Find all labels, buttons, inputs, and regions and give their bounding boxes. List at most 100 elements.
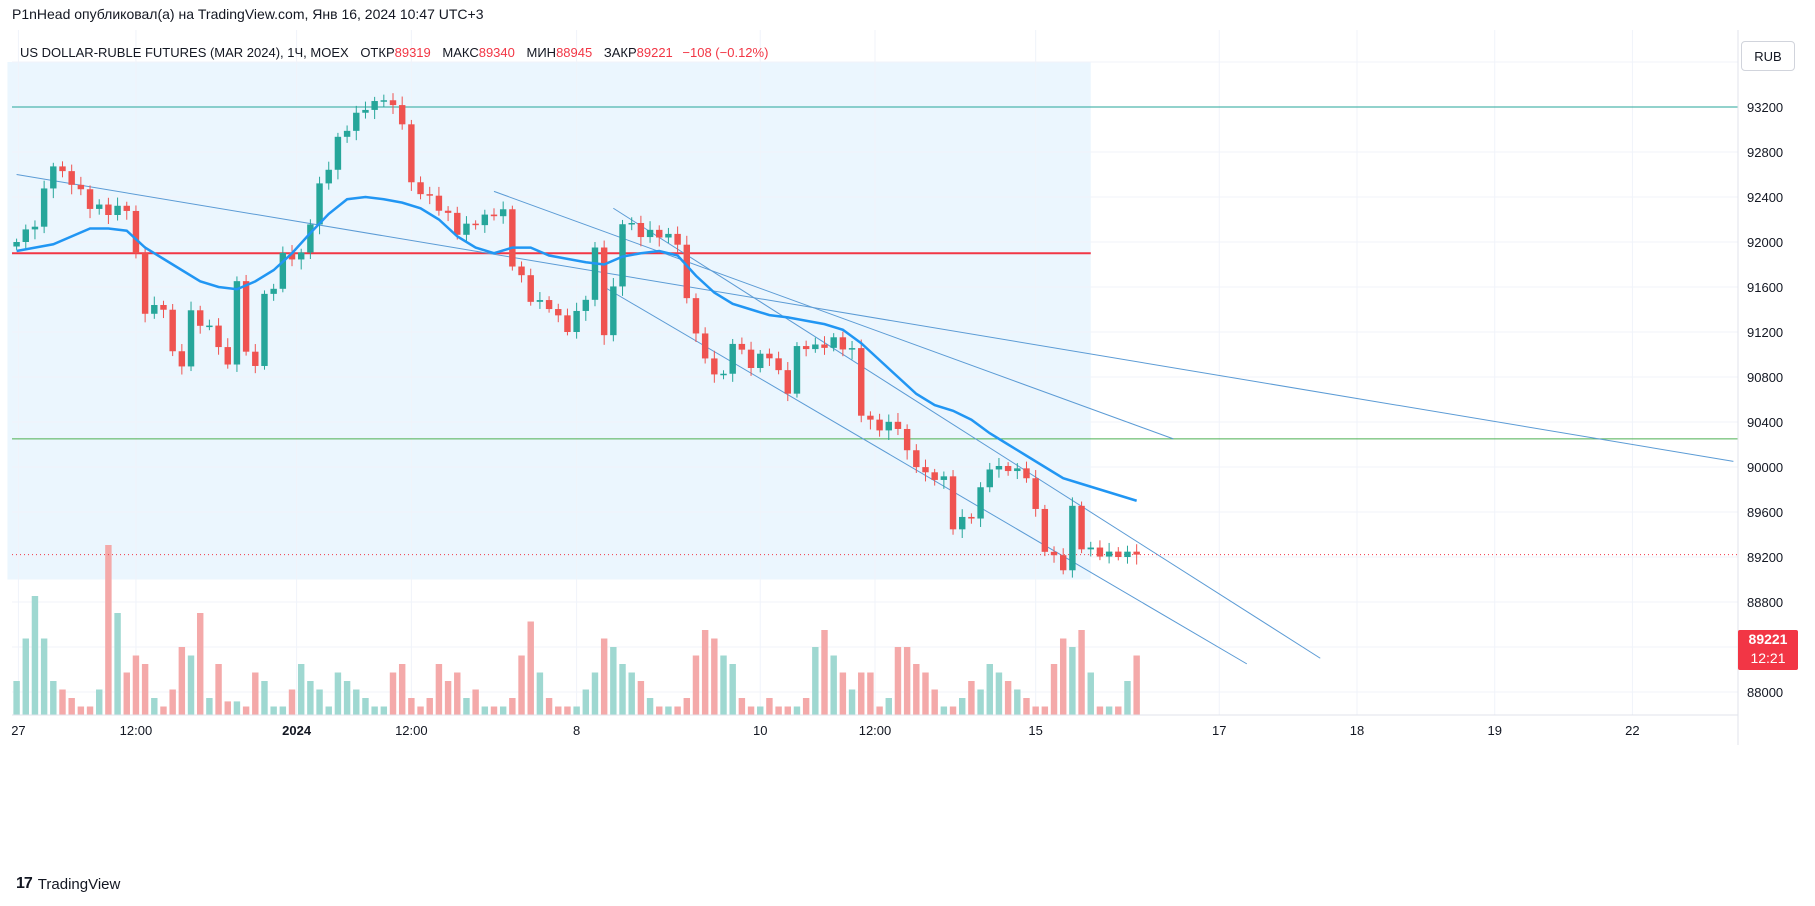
volume-bar [1014,689,1021,715]
tradingview-brand[interactable]: 17 TradingView [16,875,120,893]
candle-body [77,184,85,190]
candle-body [408,124,415,183]
volume-bar [1050,664,1058,715]
candle-body [279,252,287,289]
y-tick-label: 90400 [1747,415,1783,430]
volume-bar [196,613,204,715]
x-tick-label: 2024 [282,723,312,738]
symbol-legend: US DOLLAR-RUBLE FUTURES (MAR 2024), 1Ч, … [20,45,768,60]
volume-bar [674,706,681,715]
volume-bar [665,706,672,715]
volume-bar [527,621,534,715]
candle-body [472,223,479,226]
candle-body [96,204,103,209]
volume-bar [793,706,801,715]
volume-bar [784,706,791,715]
volume-bar [408,698,415,715]
candle-body [463,223,470,235]
candle-body [876,419,883,431]
trend-line [493,190,1174,440]
candle-body [628,222,635,225]
volume-bar [858,672,865,715]
candle-body [114,205,121,215]
candle-body [701,333,709,359]
volume-bar [683,698,691,715]
volume-bar [233,701,241,715]
volume-bar [307,681,314,715]
candle-body [518,266,525,276]
x-tick-label: 15 [1028,723,1042,738]
volume-bar [582,689,590,715]
candle-body [68,171,75,185]
price-chart[interactable]: 9360093200928009240092000916009120090800… [0,0,1815,860]
candle-body [288,252,296,260]
candle-body [775,358,782,371]
currency-button[interactable]: RUB [1741,41,1795,71]
candle-body [683,244,691,299]
volume-bar [86,706,94,715]
volume-bar [417,706,424,715]
candle-body [31,226,39,230]
candle-body [481,214,489,226]
candle-body [738,343,746,350]
change-value: −108 (−0.12%) [682,45,769,60]
high-value: 89340 [478,45,515,60]
y-tick-label: 91600 [1747,280,1783,295]
y-tick-label: 91200 [1747,325,1783,340]
candle-body [316,183,323,225]
bar-countdown: 12:21 [1750,650,1786,666]
candle-body [1096,547,1104,557]
y-tick-label: 89600 [1747,505,1783,520]
volume-bar [977,689,984,715]
volume-bar [913,664,920,715]
candle-body [1059,555,1067,571]
candle-body [527,275,534,302]
candle-body [22,229,29,242]
x-tick-label: 12:00 [859,723,892,738]
candle-body [224,347,231,365]
candle-body [59,166,66,172]
candle-body [1032,478,1039,509]
candle-body [454,212,461,235]
volume-bar [187,655,195,715]
candle-body [196,310,204,326]
volume-bar [297,664,305,715]
low-label: МИН [526,45,557,60]
volume-bar [261,681,268,715]
candle-body [766,353,773,359]
candle-body [812,344,819,350]
candle-body [536,300,544,302]
candle-body [821,344,828,348]
volume-bar [940,706,948,715]
candle-body [802,346,810,350]
brand-name: TradingView [37,875,121,893]
candle-body [1004,465,1012,472]
candle-body [665,233,672,238]
volume-bar [747,706,755,715]
y-tick-label: 90000 [1747,460,1783,475]
trend-line [613,207,1321,659]
volume-bar [931,689,938,715]
x-tick-label: 12:00 [120,723,153,738]
candle-body [435,195,443,211]
volume-bar [628,672,635,715]
volume-bar [343,681,351,715]
candle-body [141,253,149,314]
candle-body [692,298,700,334]
volume-bar [123,672,130,715]
candle-body [426,194,433,196]
volume-bar [1004,681,1012,715]
candle-body [353,112,360,131]
volume-bar [288,689,296,715]
volume-bar [766,698,773,715]
volume-bar [1124,681,1131,715]
volume-bar [775,706,782,715]
candle-body [619,224,626,287]
candle-body [86,189,94,209]
candle-body [839,337,847,350]
candle-body [656,229,663,238]
volume-bar [637,681,645,715]
tradingview-logo-icon: 17 [16,875,33,892]
candle-body [903,428,911,451]
close-value: 89221 [636,45,673,60]
